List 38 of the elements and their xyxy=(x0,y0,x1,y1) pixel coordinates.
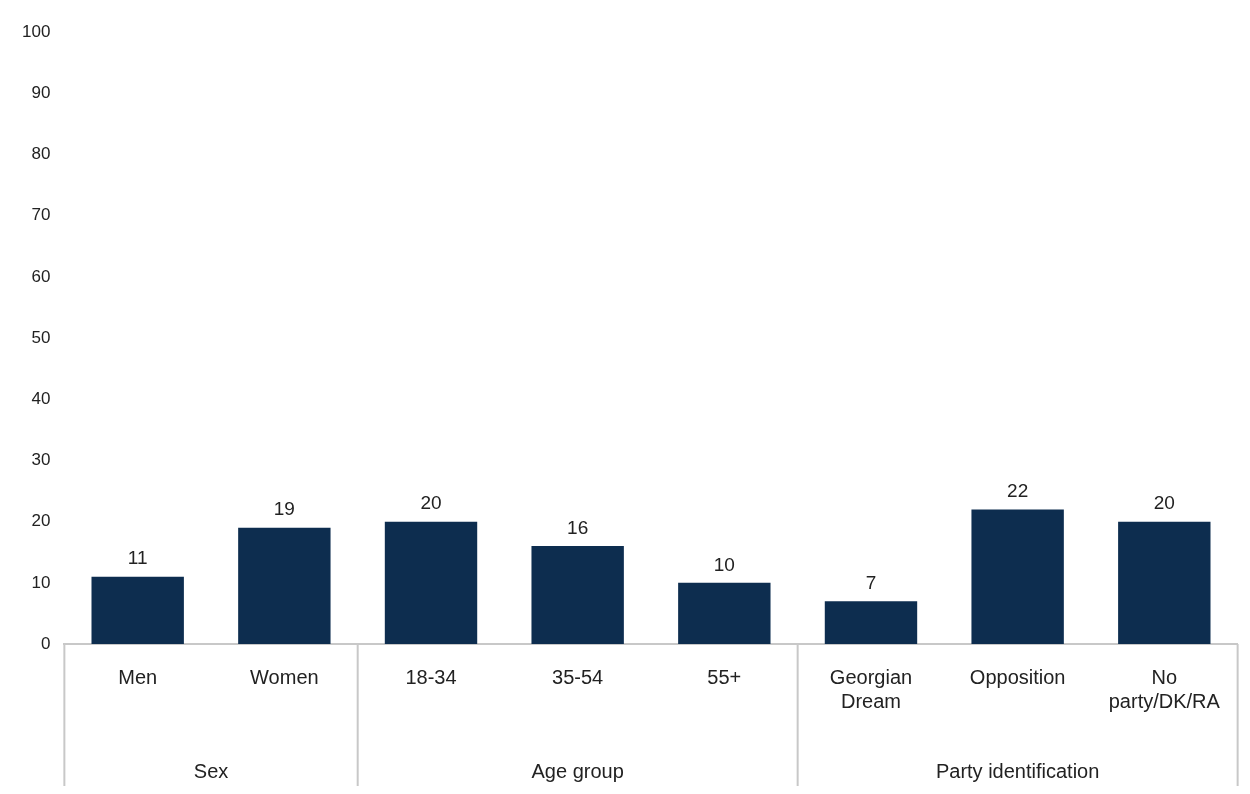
bar xyxy=(238,527,331,644)
y-tick-label: 30 xyxy=(31,450,51,470)
data-label: 11 xyxy=(127,547,148,569)
x-tick-label: Women xyxy=(250,665,319,688)
x-tick-label: 18-34 xyxy=(405,665,457,688)
y-tick-label: 100 xyxy=(21,21,51,41)
y-tick-label: 50 xyxy=(31,327,51,347)
y-tick-label: 60 xyxy=(31,266,51,286)
y-tick-label: 80 xyxy=(31,144,51,164)
x-tick-label: Men xyxy=(118,665,158,688)
y-tick-label: 90 xyxy=(31,83,51,103)
data-label: 20 xyxy=(1153,492,1175,514)
data-label: 7 xyxy=(865,571,877,593)
y-tick-label: 10 xyxy=(31,572,51,592)
bar xyxy=(971,509,1064,644)
data-label: 10 xyxy=(713,553,735,575)
x-tick-label: 35-54 xyxy=(552,665,604,688)
x-tick-label: Georgian Dream xyxy=(829,665,913,712)
text: Party identification xyxy=(935,760,1100,782)
bar xyxy=(384,521,478,644)
x-tick-label: 55+ xyxy=(707,665,742,688)
y-tick-label: 0 xyxy=(40,633,51,653)
text: Sex xyxy=(193,760,229,782)
data-label: 22 xyxy=(1007,480,1029,502)
data-label: 20 xyxy=(420,492,442,514)
bar xyxy=(1118,521,1211,644)
bar xyxy=(824,601,918,644)
y-tick-label: 40 xyxy=(31,388,51,408)
y-tick-label: 20 xyxy=(31,511,51,531)
x-tick-label: No party/DK/RA xyxy=(1108,665,1221,712)
bar xyxy=(678,582,771,644)
y-tick-label: 70 xyxy=(31,205,51,225)
data-label: 19 xyxy=(273,498,295,520)
bar xyxy=(91,576,184,644)
bar xyxy=(531,546,624,644)
data-label: 16 xyxy=(567,516,589,538)
text: Age group xyxy=(531,760,624,782)
x-tick-label: Opposition xyxy=(969,665,1066,688)
